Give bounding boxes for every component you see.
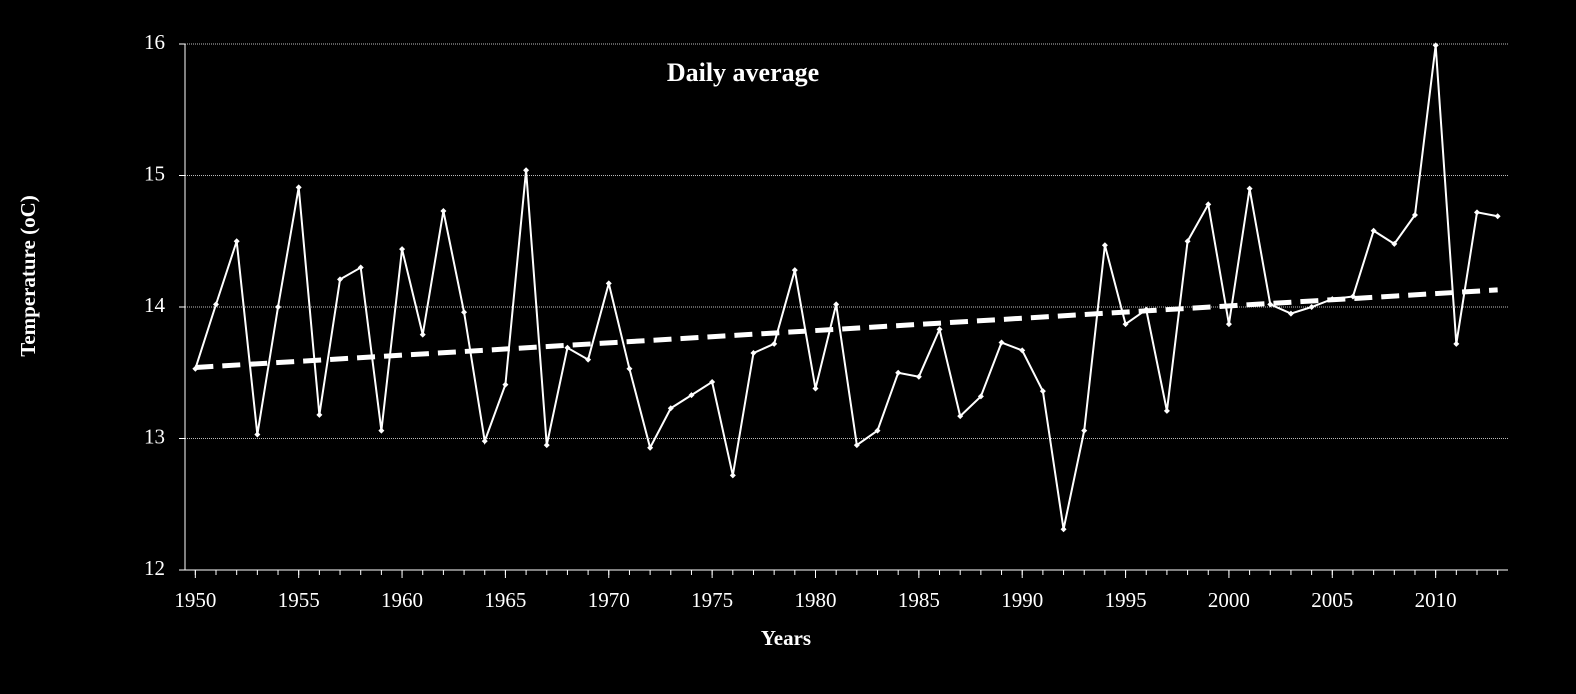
data-point — [1039, 388, 1046, 395]
data-point — [1287, 310, 1294, 317]
data-point — [688, 392, 695, 399]
data-point — [750, 350, 757, 357]
data-point — [853, 442, 860, 449]
data-point — [874, 427, 881, 434]
data-point — [1081, 427, 1088, 434]
data-point — [440, 208, 447, 215]
data-point — [977, 393, 984, 400]
data-point — [729, 472, 736, 479]
data-point — [523, 167, 530, 174]
data-point — [337, 276, 344, 283]
x-tick-label: 1960 — [381, 588, 423, 612]
data-point — [1473, 209, 1480, 216]
x-tick-label: 1950 — [174, 588, 216, 612]
y-tick-label: 12 — [144, 556, 165, 580]
data-point — [936, 326, 943, 333]
data-point — [1122, 321, 1129, 328]
data-point — [1101, 242, 1108, 249]
data-point — [667, 405, 674, 412]
data-point — [1163, 407, 1170, 414]
data-point — [1019, 347, 1026, 354]
data-point — [915, 373, 922, 380]
data-point — [1391, 240, 1398, 247]
data-point — [275, 304, 282, 310]
data-point — [543, 442, 550, 449]
data-point — [481, 438, 488, 445]
data-point — [564, 344, 571, 351]
data-point — [213, 301, 220, 308]
trend-line — [195, 287, 1498, 370]
data-point — [1494, 213, 1501, 220]
x-tick-label: 1990 — [1001, 588, 1043, 612]
y-axis-label: Temperature (oC) — [16, 195, 40, 357]
y-tick-label: 13 — [144, 424, 165, 448]
data-point — [1246, 185, 1253, 192]
data-point — [1267, 301, 1274, 308]
data-point — [771, 340, 778, 347]
data-point — [895, 369, 902, 376]
x-tick-label: 1975 — [691, 588, 733, 612]
data-point — [1308, 304, 1315, 310]
x-tick-label: 1965 — [484, 588, 526, 612]
x-tick-label: 1970 — [588, 588, 630, 612]
x-tick-label: 1985 — [898, 588, 940, 612]
y-tick-label: 14 — [144, 293, 166, 317]
data-point — [1432, 42, 1439, 49]
data-point — [812, 385, 819, 392]
data-point — [1060, 526, 1067, 533]
data-point — [1370, 227, 1377, 234]
data-point — [295, 184, 302, 191]
x-tick-label: 1980 — [794, 588, 836, 612]
data-point — [502, 381, 509, 388]
x-tick-label: 2000 — [1208, 588, 1250, 612]
data-point — [998, 339, 1005, 346]
data-point — [957, 413, 964, 420]
data-point — [1205, 201, 1212, 208]
data-point — [399, 246, 406, 253]
data-point — [461, 309, 468, 316]
data-line — [194, 45, 1498, 530]
data-point — [233, 238, 240, 245]
data-point — [378, 427, 385, 434]
data-point — [791, 267, 798, 274]
data-point — [709, 378, 716, 385]
data-point — [254, 431, 261, 438]
data-point — [585, 356, 592, 363]
data-point — [419, 331, 426, 338]
data-point — [1184, 238, 1191, 245]
data-point — [1453, 340, 1460, 347]
x-tick-label: 1955 — [278, 588, 320, 612]
x-tick-label: 1995 — [1105, 588, 1147, 612]
x-tick-label: 2010 — [1415, 588, 1457, 612]
chart-title: Daily average — [667, 58, 819, 87]
data-point — [833, 301, 840, 308]
data-point — [316, 411, 323, 418]
data-point — [357, 264, 364, 271]
data-point — [647, 444, 654, 451]
data-point — [605, 280, 612, 287]
data-point — [626, 365, 633, 372]
x-axis-label: Years — [761, 626, 811, 650]
x-tick-label: 2005 — [1311, 588, 1353, 612]
data-point — [1411, 211, 1418, 218]
data-point — [1225, 321, 1232, 328]
y-tick-label: 15 — [144, 161, 165, 185]
y-tick-label: 16 — [144, 30, 165, 54]
